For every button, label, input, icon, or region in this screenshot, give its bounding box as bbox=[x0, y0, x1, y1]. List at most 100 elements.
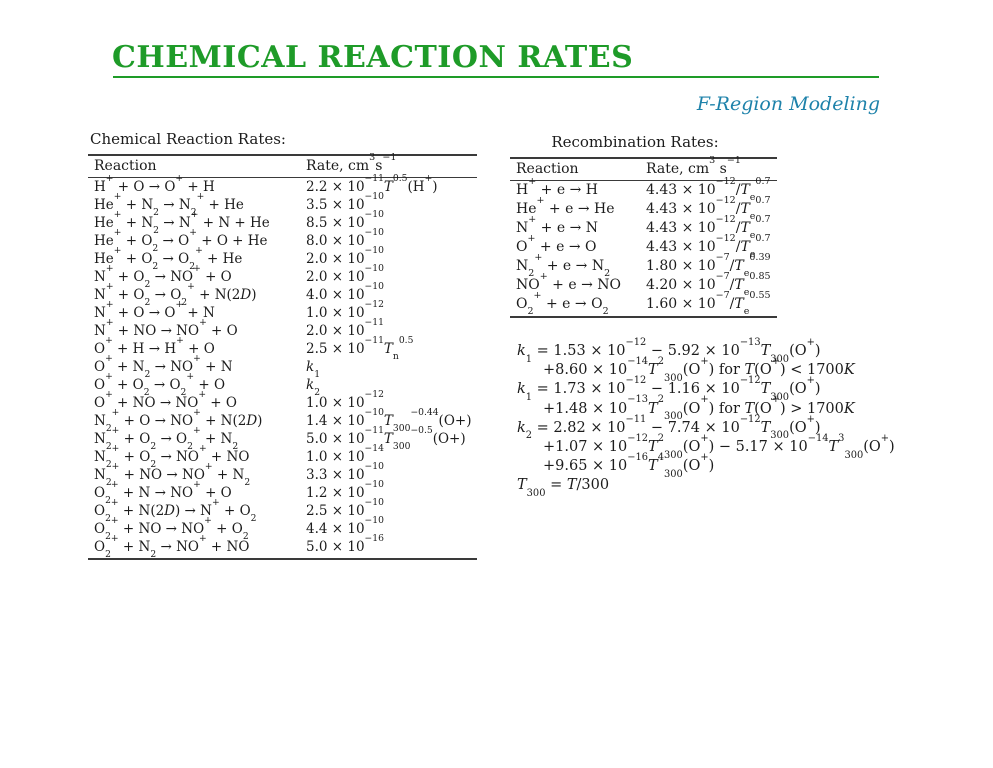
table-row: N2+ + NO → NO+ + N2 3.3 × 10−10 bbox=[88, 461, 477, 489]
rate-cell: 1.2 × 10−10 bbox=[306, 479, 384, 501]
reaction-cell: N+ + O2 → NO+ + O bbox=[94, 263, 232, 291]
header-row: Reaction Rate, cm3 s−1 bbox=[510, 156, 777, 181]
equation-line: k1 = 1.53 × 10−12 − 5.92 × 10−13T300(O+) bbox=[517, 336, 821, 365]
table-row: N+ + e → N 4.43 × 10−12/Te0.7 bbox=[510, 214, 777, 242]
rate-cell: 2.2 × 10−11T0.5(H+) bbox=[306, 173, 438, 195]
reaction-cell: N2+ + e → N2 bbox=[516, 252, 611, 280]
reaction-cell: He+ + N2 → N2+ + He bbox=[94, 191, 244, 219]
recombination-rates-table: Reaction Rate, cm3 s−1 H+ + e → H 4.43 × … bbox=[510, 156, 777, 318]
rate-cell: 2.0 × 10−11 bbox=[306, 317, 384, 339]
table-row: H+ + e → H 4.43 × 10−12/Te0.7 bbox=[510, 176, 777, 204]
rate-column-header: Rate, cm3 s−1 bbox=[640, 156, 777, 181]
reaction-cell: O+ + NO → NO+ + O bbox=[94, 389, 237, 411]
reaction-cell: He+ + O2 → O2+ + He bbox=[94, 245, 243, 273]
table-row: N+ + O2 → NO+ + O 2.0 × 10−10 bbox=[88, 263, 477, 291]
table-row: He+ + e → He 4.43 × 10−12/Te0.7 bbox=[510, 195, 777, 223]
reaction-cell: He+ + N2 → N+ + N + He bbox=[94, 209, 270, 237]
rate-cell: 1.0 × 10−14 bbox=[306, 443, 384, 465]
page-title: CHEMICAL REACTION RATES bbox=[112, 40, 634, 75]
equation-line: k2 = 2.82 × 10−11 − 7.74 × 10−12T300(O+) bbox=[517, 413, 821, 442]
reaction-cell: H+ + e → H bbox=[516, 176, 598, 198]
reaction-cell: O+ + H → H+ + O bbox=[94, 335, 215, 357]
table-row: O2+ + e → O2 1.60 × 10−7/Te0.55 bbox=[510, 291, 777, 318]
reaction-cell: He+ + e → He bbox=[516, 195, 615, 217]
table-row: N+ + O → O+ + N 1.0 × 10−12 bbox=[88, 299, 477, 322]
reaction-cell: N2+ + NO → NO+ + N2 bbox=[94, 461, 251, 489]
table-row: O2+ + N2 → NO+ + NO 5.0 × 10−16 bbox=[88, 534, 478, 560]
table-row: He+ + O2 → O2+ + He 2.0 × 10−10 bbox=[88, 245, 477, 273]
reaction-cell: O2+ + N(2D) → N+ + O2 bbox=[94, 497, 257, 525]
reaction-cell: He+ + O2 → O+ + O + He bbox=[94, 227, 268, 255]
reaction-column-header: Reaction bbox=[510, 158, 640, 181]
reaction-cell: O+ + N2 → NO+ + N bbox=[94, 353, 233, 381]
equation-line: +8.60 × 10−14T2300(O+) for T(O+) < 1700K bbox=[543, 355, 855, 384]
slide-subtitle: F-Region Modeling bbox=[696, 93, 880, 115]
rate-cell: 8.0 × 10−10 bbox=[306, 227, 384, 249]
reaction-cell: O2+ + N → NO+ + O bbox=[94, 479, 232, 507]
table-row: O+ + N2 → NO+ + N k1 bbox=[88, 353, 477, 381]
rate-cell: 4.43 × 10−12/Te0.7 bbox=[646, 233, 771, 261]
reaction-cell: NO+ + e → NO bbox=[516, 271, 621, 293]
table-row: O2+ + N(2D) → N+ + O2 2.5 × 10−10 bbox=[88, 497, 477, 525]
rate-cell: 4.4 × 10−10 bbox=[306, 515, 384, 537]
rate-cell: 4.0 × 10−10 bbox=[306, 281, 384, 303]
rate-cell: 5.0 × 10−16 bbox=[300, 534, 478, 560]
equation-line: +1.48 × 10−13T2300(O+) for T(O+) > 1700K bbox=[543, 394, 855, 423]
table-header: Reaction Rate, cm3 s−1 bbox=[510, 156, 777, 181]
rate-cell: 1.80 × 10−7/Te0.39 bbox=[646, 252, 771, 280]
rate-cell: k1 bbox=[306, 359, 321, 381]
table-row: N+ + O2 → O2+ + N(2D) 4.0 × 10−10 bbox=[88, 281, 477, 309]
reaction-cell: N+ + e → N bbox=[516, 214, 599, 236]
left-table-caption: Chemical Reaction Rates: bbox=[90, 130, 286, 148]
table-row: O+ + H → H+ + O 2.5 × 10−11Tn0.5 bbox=[88, 335, 477, 363]
reaction-cell: N+ + NO → NO+ + O bbox=[94, 317, 238, 339]
right-table-caption: Recombination Rates: bbox=[551, 133, 719, 151]
equation-line: k1 = 1.73 × 10−12 − 1.16 × 10−12T300(O+) bbox=[517, 375, 821, 404]
reaction-cell: N2+ + O2 → NO+ + NO bbox=[94, 443, 250, 471]
table-header: Reaction Rate, cm3s−1 bbox=[88, 153, 478, 178]
rate-cell: 5.0 × 10−11T300−0.5(O+) bbox=[306, 425, 466, 453]
reaction-cell: N+ + O2 → O2+ + N(2D) bbox=[94, 281, 257, 309]
rate-cell: 2.0 × 10−10 bbox=[306, 263, 384, 285]
rate-cell: 4.20 × 10−7/Te0.85 bbox=[646, 271, 771, 299]
reaction-cell: O2+ + N2 → NO+ + NO bbox=[88, 534, 300, 560]
rate-cell: 4.43 × 10−12/Te0.7 bbox=[646, 214, 771, 242]
table-row: O+ + NO → NO+ + O 1.0 × 10−12 bbox=[88, 389, 477, 412]
table-row: He+ + N2 → N+ + N + He 8.5 × 10−10 bbox=[88, 209, 477, 237]
rate-cell: 2.5 × 10−10 bbox=[306, 497, 384, 519]
recombination-rates-table-wrap: Reaction Rate, cm3 s−1 H+ + e → H 4.43 × … bbox=[510, 156, 777, 318]
table-row: He+ + O2 → O+ + O + He 8.0 × 10−10 bbox=[88, 227, 477, 255]
reaction-cell: O2+ + NO → NO+ + O2 bbox=[94, 515, 249, 543]
table-row: N2+ + O2 → O2+ + N2 5.0 × 10−11T300−0.5(O… bbox=[88, 425, 477, 453]
rate-cell: 4.43 × 10−12/Te0.7 bbox=[646, 195, 771, 223]
table-row: He+ + N2 → N2+ + He 3.5 × 10−10 bbox=[88, 191, 477, 219]
chemical-reaction-rates-table-wrap: Reaction Rate, cm3s−1 H+ + O → O+ + H 2.2… bbox=[88, 153, 478, 560]
reaction-cell: O2+ + e → O2 bbox=[510, 291, 640, 318]
table-body: H+ + e → H 4.43 × 10−12/Te0.7 He+ + e → He… bbox=[510, 176, 777, 318]
reaction-cell: N+ + O → O+ + N bbox=[94, 299, 215, 321]
rate-cell: 2.0 × 10−10 bbox=[306, 245, 384, 267]
reaction-cell: N2+ + O → NO+ + N(2D) bbox=[94, 407, 263, 435]
reaction-cell: O+ + O2 → O2+ + O bbox=[94, 371, 226, 399]
equation-line: T300 = T/300 bbox=[517, 477, 610, 500]
equation-line: +1.07 × 10−12T2300(O+) − 5.17 × 10−14T33… bbox=[543, 432, 895, 461]
table-row: O2+ + N → NO+ + O 1.2 × 10−10 bbox=[88, 479, 477, 507]
rate-cell: 1.60 × 10−7/Te0.55 bbox=[640, 291, 777, 318]
header-row: Reaction Rate, cm3s−1 bbox=[88, 153, 478, 178]
table-row: NO+ + e → NO 4.20 × 10−7/Te0.85 bbox=[510, 271, 777, 299]
rate-cell: 2.5 × 10−11Tn0.5 bbox=[306, 335, 414, 363]
table-row: N+ + NO → NO+ + O 2.0 × 10−11 bbox=[88, 317, 477, 340]
rate-cell: k2 bbox=[306, 377, 321, 399]
table-row: O+ + e → O 4.43 × 10−12/Te0.7 bbox=[510, 233, 777, 261]
equation-line: +9.65 × 10−16T4300(O+) bbox=[543, 451, 715, 480]
table-row: O2+ + NO → NO+ + O2 4.4 × 10−10 bbox=[88, 515, 477, 543]
rate-cell: 1.0 × 10−12 bbox=[306, 299, 384, 321]
rate-cell: 1.0 × 10−12 bbox=[306, 389, 384, 411]
title-underline bbox=[113, 76, 879, 78]
rate-cell: 1.4 × 10−10T300−0.44(O+) bbox=[306, 407, 472, 435]
rate-cell: 4.43 × 10−12/Te0.7 bbox=[646, 176, 771, 204]
reaction-cell: O+ + e → O bbox=[516, 233, 597, 255]
reaction-column-header: Reaction bbox=[88, 155, 300, 178]
table-row: O+ + O2 → O2+ + O k2 bbox=[88, 371, 477, 399]
